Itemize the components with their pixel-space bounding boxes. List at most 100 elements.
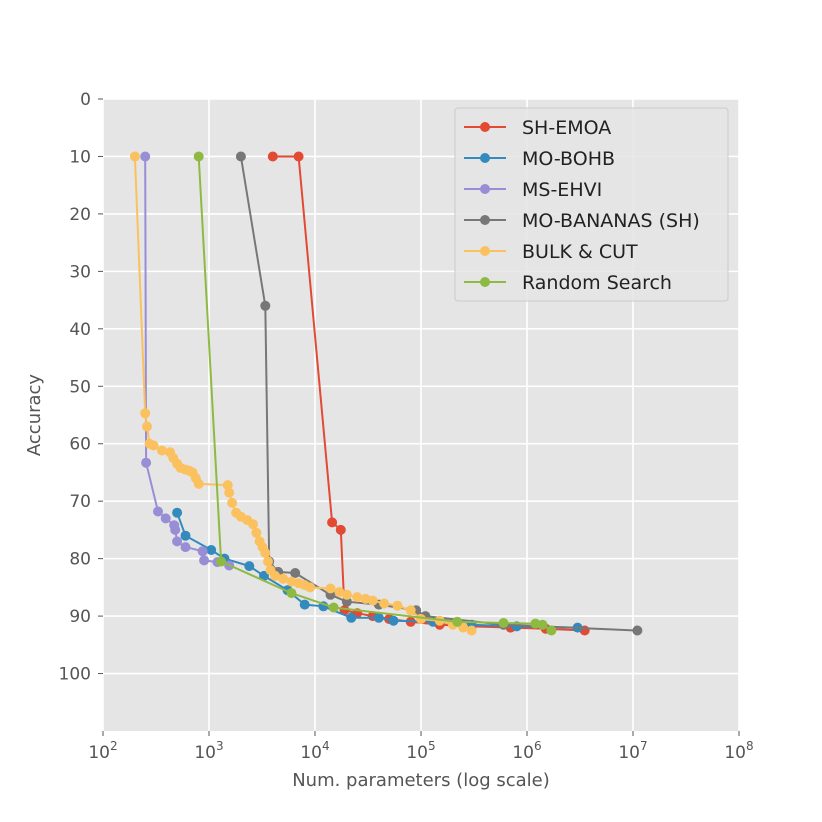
legend-marker [480,246,490,256]
data-point [341,596,352,607]
series-layer [129,151,643,636]
legend-marker [480,215,490,225]
data-point [153,506,163,517]
tick-labels: 102 103 104 105 106 107 1080102030405060708090… [59,90,754,763]
data-point [170,524,181,535]
data-point [293,151,304,162]
legend-item[interactable]: MS-EHVI [464,179,602,201]
data-point [466,625,477,636]
data-point [172,507,183,518]
x-tick-base: 10 [300,743,322,763]
data-point [325,583,336,594]
x-tick-exponent: 4 [322,739,330,753]
data-point [405,605,416,616]
data-point [373,612,384,623]
x-tick-label: 105 [406,739,435,763]
data-point [180,542,191,553]
x-tick-exponent: 5 [428,739,436,753]
y-tick-label: 30 [69,262,91,282]
x-tick-exponent: 3 [216,739,224,753]
x-tick-label: 106 [512,739,541,763]
data-point [248,519,258,530]
data-point [367,595,378,606]
data-point [546,625,557,636]
data-point [180,530,191,541]
data-point [537,619,548,630]
y-tick-label: 10 [69,147,91,167]
legend-item[interactable]: MO-BANANAS (SH) [464,210,700,232]
data-point [148,440,159,451]
y-tick-label: 60 [69,435,91,455]
data-point [305,582,316,593]
y-tick-label: 80 [69,550,91,570]
data-point [327,517,338,528]
legend-item[interactable]: Random Search [464,272,672,294]
legend-item[interactable]: BULK & CUT [464,241,638,263]
y-tick-label: 0 [80,90,91,110]
x-tick-exponent: 2 [110,739,118,753]
y-tick-label: 90 [69,607,91,627]
data-point [193,151,204,162]
legend-label: MS-EHVI [522,179,602,201]
legend-marker [480,153,490,163]
x-tick-base: 10 [724,743,746,763]
data-point [290,568,301,578]
legend-marker [480,277,490,287]
y-tick-label: 20 [69,205,91,225]
data-point [227,497,238,508]
data-point [392,600,403,611]
data-point [334,587,345,597]
series-random-search [193,151,557,636]
data-point [379,598,390,609]
data-point [388,615,399,626]
legend-label: MO-BOHB [522,148,615,170]
legend-marker [480,184,490,194]
legend-item[interactable]: MO-BOHB [464,148,615,170]
data-point [216,556,227,567]
data-point [263,556,273,567]
data-point [222,480,233,491]
data-point [270,570,281,581]
data-point [632,625,643,636]
data-point [278,573,289,584]
y-tick-label: 40 [69,320,91,340]
legend[interactable]: SH-EMOA MO-BOHB MS-EHVI MO-BANANAS (SH) BULK… [454,107,729,302]
series-bulk-cut [129,151,477,636]
legend-marker [480,122,490,132]
y-tick-label: 50 [69,377,91,397]
data-point [328,602,339,613]
data-point [335,524,346,535]
x-tick-base: 10 [618,743,640,763]
data-point [244,561,255,572]
x-tick-base: 10 [88,743,110,763]
data-point [160,513,171,524]
x-tick-exponent: 6 [534,739,542,753]
data-point [259,570,269,581]
data-point [251,527,262,538]
data-point [452,616,463,627]
x-tick-exponent: 8 [746,739,754,753]
data-point [142,421,152,432]
x-tick-exponent: 7 [640,739,648,753]
y-tick-label: 70 [69,492,91,512]
data-point [157,445,167,456]
data-point [140,408,151,419]
data-point [341,589,352,600]
data-point [129,151,140,162]
x-tick-label: 107 [618,739,647,763]
x-tick-label: 102 [88,739,117,763]
data-point [140,151,151,162]
x-tick-base: 10 [194,743,216,763]
x-tick-label: 108 [724,739,753,763]
x-tick-label: 103 [194,739,223,763]
data-point [141,457,152,468]
legend-item[interactable]: SH-EMOA [464,117,611,139]
legend-box [454,107,729,302]
legend-label: MO-BANANAS (SH) [522,210,700,232]
data-point [346,612,357,623]
legend-label: SH-EMOA [522,117,611,139]
data-point [260,547,271,558]
legend-label: BULK & CUT [522,241,638,263]
